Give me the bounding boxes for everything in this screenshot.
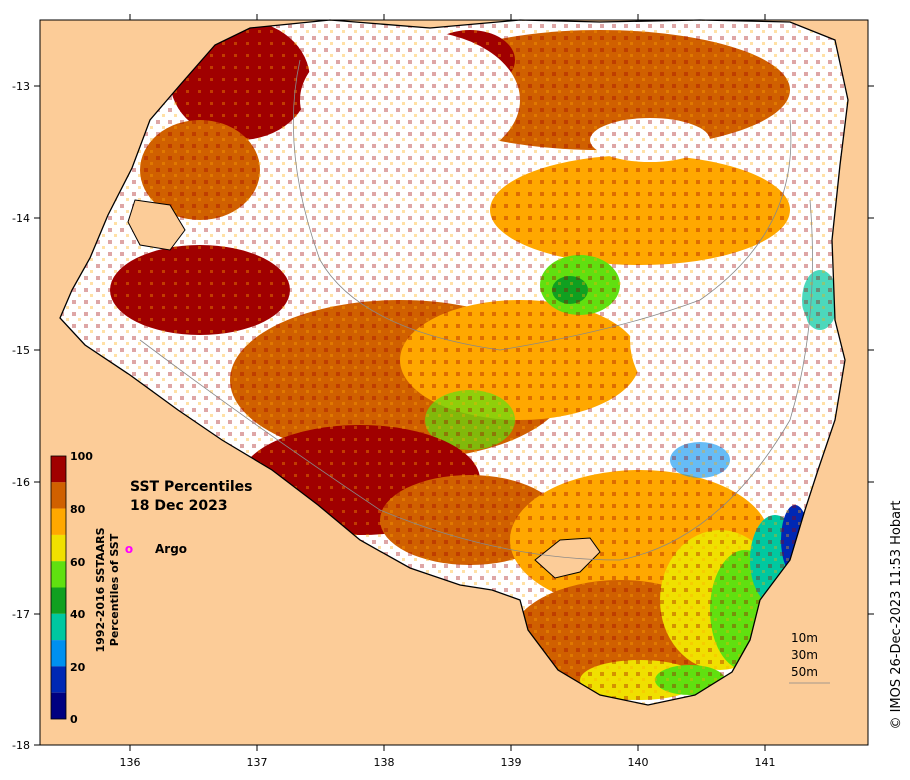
colorbar-tick: 100	[70, 450, 93, 463]
colorbar-tick: 20	[70, 661, 86, 674]
colorbar-swatch	[51, 692, 66, 719]
colorbar-swatch	[51, 482, 66, 509]
depth-contour	[139, 199, 813, 561]
colorbar-swatch	[51, 587, 66, 614]
depth-label: 30m	[791, 648, 818, 662]
y-tick-label: -15	[12, 344, 30, 357]
colorbar-swatch	[51, 561, 66, 588]
y-tick-label: -18	[12, 739, 30, 752]
credit-text: © IMOS 26-Dec-2023 11:53 Hobart	[889, 500, 904, 729]
island	[127, 199, 186, 251]
argo-legend-label: Argo	[155, 542, 187, 556]
y-tick-label: -14	[12, 212, 30, 225]
colorbar-swatch	[51, 508, 66, 535]
map-date: 18 Dec 2023	[130, 498, 228, 514]
colorbar-swatch	[51, 613, 66, 641]
x-tick-label: 137	[247, 756, 268, 769]
colorbar-tick: 0	[70, 713, 78, 726]
colorbar: 100 80 60 40 20 0 1992-2016 SSTAARS Perc…	[50, 450, 121, 726]
depth-contour	[292, 59, 792, 351]
x-tick-label: 138	[374, 756, 395, 769]
colorbar-swatch	[51, 666, 66, 693]
colorbar-label: Percentiles of SST	[108, 533, 121, 646]
y-tick-label: -17	[12, 608, 30, 621]
y-tick-label: -13	[12, 80, 30, 93]
colorbar-tick: 80	[70, 503, 86, 516]
plot-frame	[39, 19, 869, 746]
argo-marker-icon: o	[125, 542, 133, 556]
colorbar-frame	[50, 455, 67, 720]
map-title: SST Percentiles	[130, 479, 253, 495]
y-tick-label: -16	[12, 476, 30, 489]
x-axis: 136 137 138 139 140 141	[120, 14, 776, 769]
x-tick-label: 141	[755, 756, 776, 769]
colorbar-label: 1992-2016 SSTAARS	[94, 527, 107, 652]
x-tick-label: 140	[628, 756, 649, 769]
colorbar-tick: 40	[70, 608, 86, 621]
colorbar-swatch	[51, 640, 66, 667]
y-axis: -13 -14 -15 -16 -17 -18	[12, 80, 874, 752]
depth-label: 10m	[791, 631, 818, 645]
depth-label: 50m	[791, 665, 818, 679]
colorbar-tick: 60	[70, 556, 86, 569]
x-tick-label: 136	[120, 756, 141, 769]
depth-legend: 10m 30m 50m	[789, 631, 830, 684]
colorbar-swatch	[51, 456, 66, 483]
colorbar-swatch	[51, 534, 66, 562]
x-tick-label: 139	[501, 756, 522, 769]
